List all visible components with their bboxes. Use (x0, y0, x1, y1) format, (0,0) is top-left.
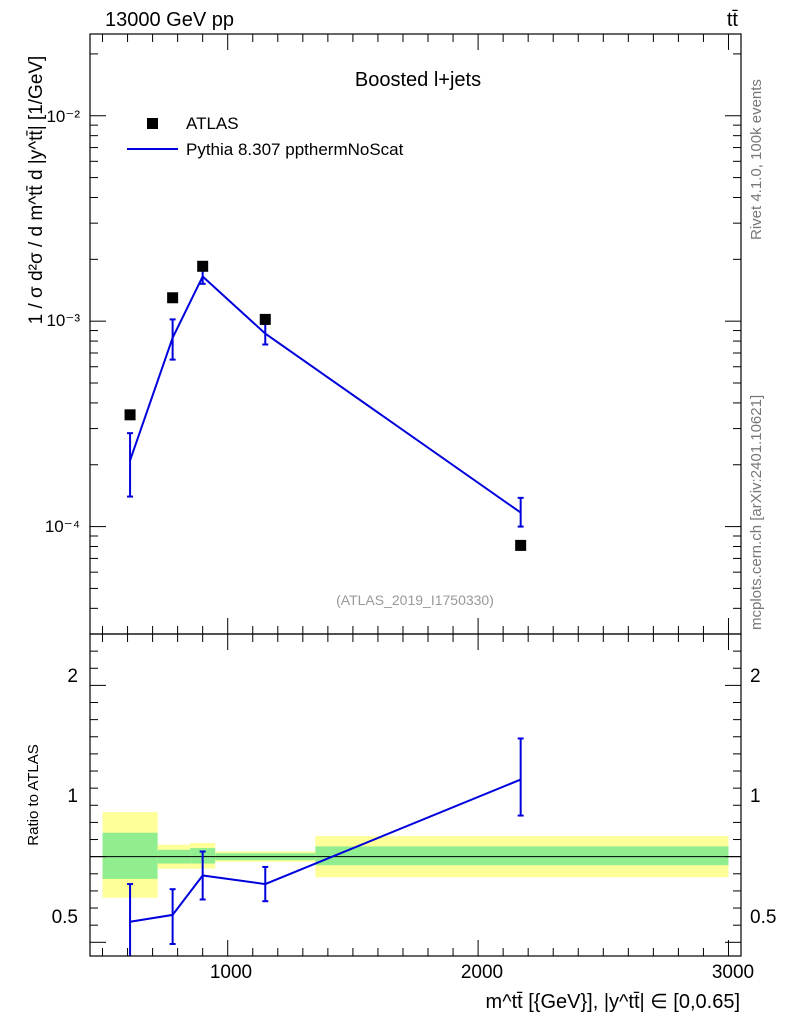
ratio-y-tick-label: 1 (67, 786, 78, 807)
legend-label-atlas: ATLAS (186, 114, 239, 133)
x-tick-label: 2000 (461, 962, 503, 983)
legend-marker-atlas (147, 118, 158, 129)
data-point (167, 292, 179, 304)
mc-line (129, 274, 522, 514)
analysis-id: (ATLAS_2019_I1750330) (336, 592, 494, 608)
header-left: 13000 GeV pp (105, 9, 234, 31)
legend-label-pythia: Pythia 8.307 ppthermNoScat (186, 140, 404, 159)
main-y-tick-label: 10⁻³ (46, 311, 80, 330)
main-y-tick-label: 10⁻² (46, 107, 80, 126)
data-point (124, 409, 136, 421)
x-tick-labels: 1000 2000 3000 (210, 962, 754, 983)
ratio-y-tick-label-right: 0.5 (750, 907, 776, 928)
main-y-axis-label: 1 / σ d²σ / d m^tt̄ d |y^tt̄| [1/GeV] (26, 56, 47, 325)
chart-title: Boosted l+jets (355, 69, 481, 91)
main-mc-series (127, 268, 524, 528)
source-label: mcplots.cern.ch [arXiv:2401.10621] (748, 395, 765, 630)
main-data-series (124, 260, 527, 551)
main-y-tick-labels: 10⁻⁴ 10⁻³ 10⁻² (45, 107, 81, 536)
x-tick-label: 3000 (712, 962, 754, 983)
ratio-y-axis-label: Ratio to ATLAS (25, 744, 42, 845)
ratio-band-inner (102, 832, 158, 879)
ratio-y-tick-labels-left: 0.5 1 2 (52, 666, 78, 928)
ratio-plot-frame (89, 633, 742, 957)
data-point (515, 539, 527, 551)
rivet-label: Rivet 4.1.0, 100k events (748, 79, 765, 240)
x-tick-label: 1000 (210, 962, 252, 983)
ratio-mc-series (127, 737, 524, 956)
data-point (197, 260, 209, 272)
main-y-tick-label: 10⁻⁴ (45, 517, 80, 536)
ratio-band-inner (315, 846, 729, 866)
ratio-y-tick-label-right: 1 (750, 786, 761, 807)
data-point (259, 313, 271, 325)
ratio-y-tick-label: 2 (67, 666, 78, 687)
ratio-y-tick-label-right: 2 (750, 666, 761, 687)
x-axis-label: m^tt̄ [{GeV}], |y^tt̄| ∈ [0,0.65] (486, 991, 740, 1013)
legend: ATLAS Pythia 8.307 ppthermNoScat (127, 114, 404, 159)
axis-ticks (90, 34, 741, 956)
header-right: tt̄ (727, 9, 739, 31)
ratio-y-tick-label: 0.5 (52, 907, 78, 928)
ratio-y-tick-labels-right: 0.5 1 2 (750, 666, 776, 928)
